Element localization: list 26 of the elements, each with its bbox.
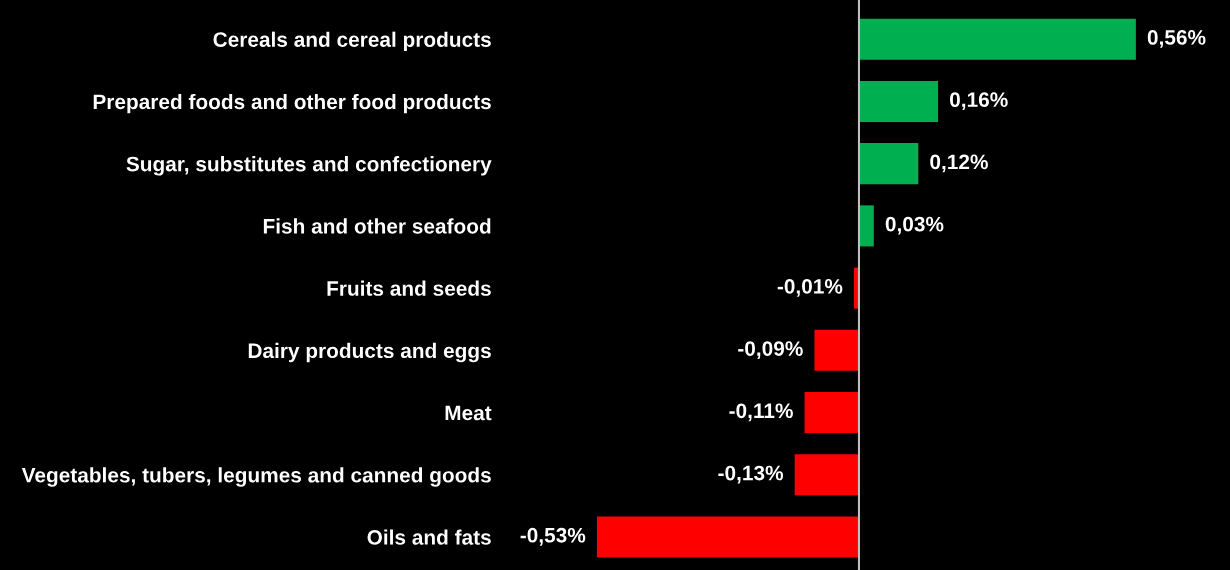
y-tick-label: Meat [445,405,492,421]
data-label: -0,11% [729,403,793,422]
data-label: 0,12% [930,154,988,173]
y-tick-label: Oils and fats [367,529,491,545]
bar [596,516,859,558]
y-tick-label: Cereals and cereal products [213,31,491,52]
bar [858,80,939,122]
bar [858,205,874,247]
bar [858,18,1136,60]
y-tick-label: Prepared foods and other food products [93,93,491,114]
data-label: -0,13% [718,465,784,484]
y-tick-label: Sugar, substitutes and confectionery [126,156,492,176]
bar [794,454,859,496]
y-tick-label: Vegetables, tubers, legumes and canned goods [21,467,491,487]
bar [814,329,859,371]
data-label: 0,56% [1147,30,1206,48]
data-label: -0,01% [777,278,843,297]
bar [858,143,919,185]
y-tick-label: Fish and other seafood [263,218,491,234]
data-label: 0,16% [950,92,1008,111]
bar [804,392,859,434]
data-label: 0,03% [885,216,944,235]
data-label: -0,53% [520,527,586,546]
y-tick-label: Fruits and seeds [327,280,491,296]
y-tick-label: Dairy products and eggs [248,342,491,363]
data-label: -0,09% [738,341,803,359]
